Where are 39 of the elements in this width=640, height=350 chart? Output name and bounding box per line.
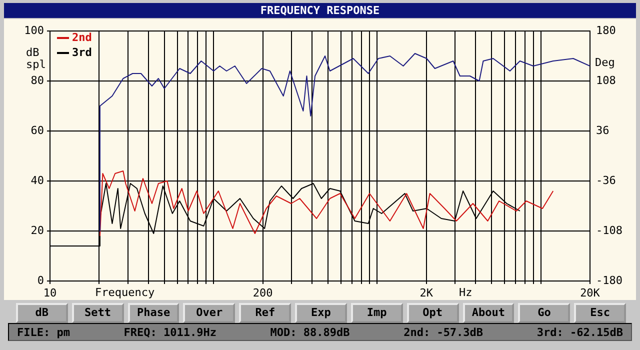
- chart-title: FREQUENCY RESPONSE: [4, 3, 636, 18]
- text: Imp: [350, 303, 403, 323]
- y-tick-label: 80: [30, 74, 44, 87]
- text: Go: [518, 303, 570, 323]
- text: MOD: 88.89dB: [270, 325, 350, 340]
- x-tick-label: 20K: [580, 286, 600, 300]
- y2-tick-label: -108: [596, 224, 622, 237]
- y2-tick-label: 180: [596, 24, 616, 37]
- x-axis-title: Frequency: [95, 286, 155, 299]
- y2-tick-label: 108: [596, 74, 616, 87]
- y2-tick-label: 36: [596, 124, 610, 137]
- legend-label: 2nd: [72, 31, 92, 44]
- text: FILE: pm: [17, 325, 70, 340]
- text: FREQ: 1011.9Hz: [124, 325, 216, 340]
- text: Hz: [459, 286, 472, 299]
- text: 2nd: -57.3dB: [404, 325, 484, 340]
- text: Phase: [128, 303, 180, 323]
- y-tick-label: 40: [30, 174, 44, 187]
- text: Exp: [295, 303, 347, 323]
- text: Ref: [239, 303, 292, 323]
- y2-tick-label: -36: [596, 174, 616, 187]
- y-tick-label: 0: [37, 274, 44, 287]
- legend-label: 3rd: [72, 46, 92, 59]
- text: Over: [183, 303, 236, 323]
- y-axis-title: dB spl: [26, 46, 47, 71]
- text: Opt: [406, 303, 458, 323]
- y-tick-label: 60: [30, 124, 44, 137]
- text: Esc: [574, 303, 626, 323]
- text: dB: [16, 303, 68, 323]
- text: 3rd: -62.15dB: [536, 325, 623, 340]
- x-tick-label: 200: [252, 286, 273, 300]
- y2-tick-label: -180: [596, 274, 622, 287]
- y2-axis-title: Deg: [595, 56, 615, 69]
- x-tick-label: 2K: [420, 286, 434, 300]
- text: About: [462, 303, 514, 323]
- x-tick-label: 10: [43, 286, 57, 300]
- text: Sett: [72, 303, 124, 323]
- y-tick-label: 20: [30, 224, 44, 237]
- y-tick-label: 100: [24, 24, 44, 37]
